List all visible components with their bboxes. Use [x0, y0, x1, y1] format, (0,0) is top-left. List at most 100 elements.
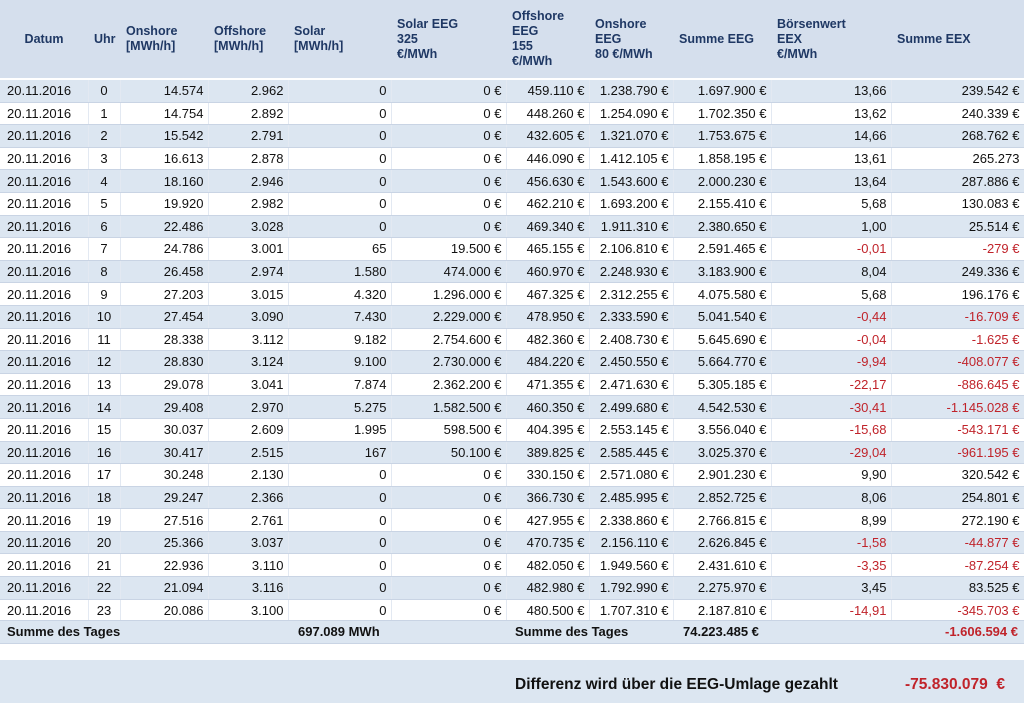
- header-row: Datum Uhr Onshore [MWh/h] Offshore [MWh/h] Sol…: [0, 0, 1024, 80]
- table-cell: 20: [88, 531, 121, 555]
- table-cell: 0: [288, 486, 392, 510]
- table-cell: 2.106.810 €: [589, 237, 674, 261]
- table-cell: -29,04: [771, 441, 892, 465]
- summary-row: Summe des Tages 697.089 MWh Summe des Ta…: [0, 620, 1024, 644]
- table-cell: 65: [288, 237, 392, 261]
- table-cell: 5,68: [771, 282, 892, 306]
- table-cell: 4: [88, 169, 121, 193]
- table-cell: 5: [88, 192, 121, 216]
- table-cell: 29.408: [120, 395, 209, 419]
- table-row: 20.11.2016 8 26.458 2.974 1.580 474.000 €460.…: [0, 260, 1024, 284]
- column-header: Onshore EEG 80 €/MWh: [589, 0, 673, 80]
- table-cell: 2.362.200 €: [391, 373, 507, 397]
- table-cell: 12: [88, 350, 121, 374]
- table-cell: 2.431.610 €: [673, 553, 772, 578]
- table-cell: -15,68: [771, 418, 892, 442]
- table-cell: 2.130: [208, 463, 289, 487]
- table-cell: 2.852.725 €: [673, 486, 772, 510]
- table-cell: 239.542 €: [891, 79, 1024, 103]
- table-cell: 432.605 €: [506, 124, 590, 148]
- table-cell: 0: [288, 124, 392, 148]
- column-header: Uhr: [88, 0, 120, 80]
- table-cell: 460.970 €: [506, 260, 590, 284]
- table-cell: 0 €: [391, 553, 507, 578]
- table-cell: 474.000 €: [391, 260, 507, 284]
- table-cell: 13,66: [771, 79, 892, 103]
- table-cell: 0 €: [391, 531, 507, 555]
- table-cell: 1.412.105 €: [589, 147, 674, 171]
- table-cell: 3.090: [208, 305, 289, 329]
- table-cell: 20.11.2016: [0, 486, 89, 510]
- table-cell: 130.083 €: [891, 192, 1024, 216]
- header-line: Uhr: [94, 31, 116, 46]
- table-cell: 1.707.310 €: [589, 599, 674, 623]
- table-row: 20.11.2016 19 27.516 2.761 0 0 €427.955 €2.33…: [0, 508, 1024, 532]
- table-cell: 0: [288, 531, 392, 555]
- table-cell: -1,58: [771, 531, 892, 555]
- table-cell: -3,35: [771, 553, 892, 578]
- table-row: 20.11.2016 12 28.830 3.124 9.100 2.730.000 €4…: [0, 350, 1024, 374]
- table-cell: 0: [288, 508, 392, 532]
- table-cell: 5.275: [288, 395, 392, 419]
- table-cell: 9: [88, 282, 121, 306]
- table-cell: 28.830: [120, 350, 209, 374]
- header-line: [MWh/h]: [214, 39, 264, 53]
- table-cell: 5.041.540 €: [673, 305, 772, 329]
- table-cell: 0 €: [391, 508, 507, 532]
- table-body: 20.11.2016 0 14.574 2.962 0 0 €459.110 €1.238…: [0, 79, 1024, 623]
- table-cell: 16: [88, 441, 121, 465]
- table-cell: 482.360 €: [506, 328, 590, 352]
- table-cell: 2.380.650 €: [673, 215, 772, 239]
- table-cell: -279 €: [891, 237, 1024, 261]
- table-cell: 20.11.2016: [0, 441, 89, 465]
- table-cell: 0: [288, 553, 392, 578]
- table-cell: 2.982: [208, 192, 289, 216]
- table-cell: -14,91: [771, 599, 892, 623]
- table-row: 20.11.2016 11 28.338 3.112 9.182 2.754.600 €4…: [0, 328, 1024, 352]
- table-cell: 1.238.790 €: [589, 79, 674, 103]
- table-cell: 19: [88, 508, 121, 532]
- table-cell: -30,41: [771, 395, 892, 419]
- table-cell: 2.156.110 €: [589, 531, 674, 555]
- table-cell: 389.825 €: [506, 441, 590, 465]
- table-cell: 404.395 €: [506, 418, 590, 442]
- table-cell: 20.086: [120, 599, 209, 623]
- header-line: 155: [512, 39, 533, 53]
- table-cell: 20.11.2016: [0, 124, 89, 148]
- table-cell: 3.015: [208, 282, 289, 306]
- table-cell: 460.350 €: [506, 395, 590, 419]
- table-cell: 4.075.580 €: [673, 282, 772, 306]
- table-cell: 2.626.845 €: [673, 531, 772, 555]
- header-line: Datum: [24, 31, 64, 46]
- table-cell: 1.911.310 €: [589, 215, 674, 239]
- table-cell: 2.754.600 €: [391, 328, 507, 352]
- table-cell: 25.366: [120, 531, 209, 555]
- table-cell: 1.296.000 €: [391, 282, 507, 306]
- table-cell: 18: [88, 486, 121, 510]
- table-cell: -0,01: [771, 237, 892, 261]
- header-line: Onshore: [126, 24, 178, 38]
- header-line: Offshore: [214, 24, 267, 38]
- table-cell: 3.100: [208, 599, 289, 623]
- table-cell: 2.187.810 €: [673, 599, 772, 623]
- table-cell: 0 €: [391, 124, 507, 148]
- table-cell: 3.001: [208, 237, 289, 261]
- table-row: 20.11.2016 1 14.754 2.892 0 0 €448.260 €1.254…: [0, 102, 1024, 126]
- table-cell: 14.754: [120, 102, 209, 126]
- table-cell: 20.11.2016: [0, 102, 89, 126]
- table-cell: 5.664.770 €: [673, 350, 772, 374]
- table-cell: 2.333.590 €: [589, 305, 674, 329]
- table-cell: 0 €: [391, 192, 507, 216]
- table-cell: 0 €: [391, 79, 507, 103]
- table-cell: 446.090 €: [506, 147, 590, 171]
- table-row: 20.11.2016 13 29.078 3.041 7.874 2.362.200 €4…: [0, 373, 1024, 397]
- table-cell: 2.515: [208, 441, 289, 465]
- table-cell: 2.499.680 €: [589, 395, 674, 419]
- table-cell: 14.574: [120, 79, 209, 103]
- table-cell: 20.11.2016: [0, 79, 89, 103]
- table-cell: 459.110 €: [506, 79, 590, 103]
- table-cell: 20.11.2016: [0, 553, 89, 578]
- table-cell: 20.11.2016: [0, 508, 89, 532]
- table-row: 20.11.2016 20 25.366 3.037 0 0 €470.735 €2.15…: [0, 531, 1024, 555]
- table-cell: 20.11.2016: [0, 531, 89, 555]
